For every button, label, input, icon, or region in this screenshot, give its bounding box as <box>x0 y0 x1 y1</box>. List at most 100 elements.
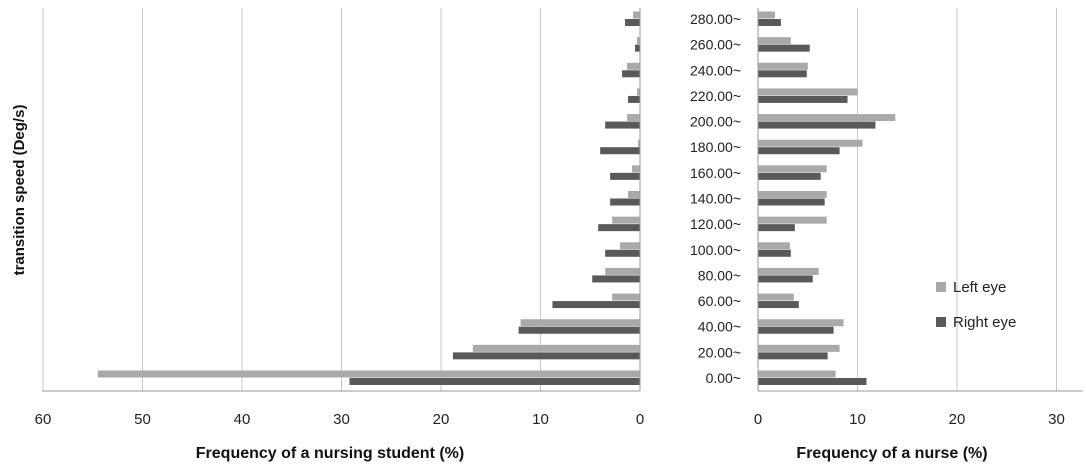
right-bar-right-eye <box>758 44 810 52</box>
right-bar-right-eye <box>758 378 867 385</box>
right-bar-right-eye <box>758 326 834 334</box>
legend-label-left-eye: Left eye <box>953 279 1006 296</box>
right-bar-left-eye <box>758 344 840 352</box>
category-labels: 0.00~ 20.00~ 40.00~ 60.00~ 80.00~ 100.00~ 120.… <box>690 11 741 386</box>
left-bar-right-eye <box>552 301 640 309</box>
left-bar-left-eye <box>638 139 640 147</box>
right-bar-left-eye <box>758 139 863 147</box>
legend: Left eye Right eye <box>936 279 1016 331</box>
category-label: 240.00~ <box>690 62 741 78</box>
right-bar-left-eye <box>758 88 858 96</box>
axis-layer: 60 50 40 30 20 10 0 0 10 20 30 <box>35 8 1083 428</box>
right-bar-right-eye <box>758 121 876 129</box>
left-x-axis-title: Frequency of a nursing student (%) <box>196 445 464 462</box>
left-bar-right-eye <box>610 198 640 206</box>
right-bar-left-eye <box>758 267 819 275</box>
left-bar-right-eye <box>592 275 640 283</box>
right-bar-right-eye <box>758 301 799 309</box>
left-bar-left-eye <box>612 216 640 224</box>
right-x-tick-label: 30 <box>1048 411 1065 428</box>
left-x-tick-label: 0 <box>636 411 644 428</box>
right-x-tick-label: 20 <box>949 411 966 428</box>
left-x-tick-label: 50 <box>134 411 151 428</box>
right-bar-left-eye <box>758 370 836 378</box>
left-bar-left-eye <box>612 293 640 301</box>
right-bar-left-eye <box>758 165 827 173</box>
left-bar-left-eye <box>627 62 640 70</box>
category-label: 280.00~ <box>690 11 741 27</box>
category-label: 180.00~ <box>690 139 741 155</box>
right-bar-right-eye <box>758 275 813 283</box>
right-bar-right-eye <box>758 172 821 180</box>
left-x-tick-label: 60 <box>35 411 52 428</box>
left-bar-right-eye <box>518 326 640 334</box>
legend-swatch-right-eye <box>936 317 946 327</box>
right-bar-left-eye <box>758 242 790 250</box>
grid-layer <box>42 8 1057 391</box>
category-label: 140.00~ <box>690 191 741 207</box>
left-x-tick-label: 30 <box>333 411 350 428</box>
left-bar-left-eye <box>632 165 640 173</box>
right-bar-right-eye <box>758 198 825 206</box>
legend-swatch-left-eye <box>936 282 946 292</box>
left-bar-left-eye <box>472 344 640 352</box>
left-bar-left-eye <box>520 319 640 327</box>
left-bar-left-eye <box>637 88 640 96</box>
right-x-axis-title: Frequency of a nurse (%) <box>796 445 987 462</box>
left-bar-right-eye <box>628 95 640 103</box>
category-label: 160.00~ <box>690 165 741 181</box>
right-bar-right-eye <box>758 147 840 155</box>
right-bar-right-eye <box>758 95 848 103</box>
category-label: 60.00~ <box>698 293 741 309</box>
left-x-tick-label: 20 <box>433 411 450 428</box>
left-bar-right-eye <box>452 352 640 360</box>
category-label: 260.00~ <box>690 37 741 53</box>
y-axis-title: transition speed (Deg/s) <box>11 105 28 276</box>
category-label: 200.00~ <box>690 114 741 130</box>
left-bar-left-eye <box>628 191 640 198</box>
left-bar-right-eye <box>635 44 640 52</box>
left-bar-right-eye <box>625 19 640 26</box>
right-bar-left-eye <box>758 37 791 45</box>
right-bar-left-eye <box>758 114 896 122</box>
category-label: 120.00~ <box>690 216 741 232</box>
right-bar-right-eye <box>758 70 807 78</box>
left-bar-right-eye <box>622 70 640 78</box>
category-label: 220.00~ <box>690 88 741 104</box>
category-label: 20.00~ <box>698 344 741 360</box>
left-x-tick-label: 10 <box>532 411 549 428</box>
left-bar-right-eye <box>605 249 640 257</box>
left-bar-left-eye <box>97 370 641 378</box>
right-bar-left-eye <box>758 293 794 301</box>
left-bar-right-eye <box>600 147 640 155</box>
category-label: 40.00~ <box>698 319 741 335</box>
left-bar-left-eye <box>627 114 640 122</box>
left-bar-left-eye <box>633 11 640 19</box>
right-bar-right-eye <box>758 224 795 232</box>
left-bar-right-eye <box>610 172 640 180</box>
right-x-tick-label: 10 <box>849 411 866 428</box>
right-bar-left-eye <box>758 319 844 327</box>
left-bar-left-eye <box>637 37 640 45</box>
right-bar-right-eye <box>758 352 828 360</box>
right-bar-left-eye <box>758 191 827 198</box>
legend-label-right-eye: Right eye <box>953 314 1016 331</box>
left-x-tick-label: 40 <box>234 411 251 428</box>
right-bar-right-eye <box>758 19 781 26</box>
category-label: 100.00~ <box>690 242 741 258</box>
bar-layer <box>97 11 896 385</box>
left-bar-right-eye <box>349 378 640 385</box>
right-bar-left-eye <box>758 62 808 70</box>
left-bar-right-eye <box>605 121 640 129</box>
right-bar-right-eye <box>758 249 791 257</box>
left-bar-left-eye <box>620 242 640 250</box>
category-label: 0.00~ <box>706 370 741 386</box>
left-bar-left-eye <box>605 267 640 275</box>
right-x-tick-label: 0 <box>754 411 762 428</box>
right-bar-left-eye <box>758 216 827 224</box>
right-bar-left-eye <box>758 11 775 19</box>
category-label: 80.00~ <box>698 267 741 283</box>
left-bar-right-eye <box>598 224 640 232</box>
